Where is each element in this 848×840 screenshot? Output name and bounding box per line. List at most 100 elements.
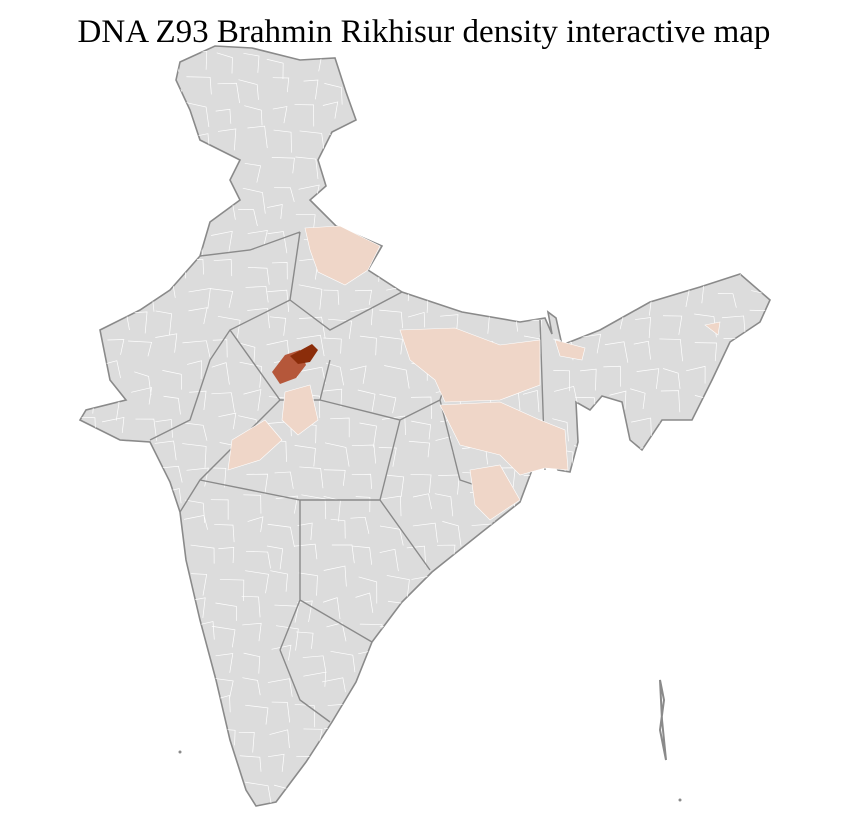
district-border xyxy=(211,625,236,648)
district-border xyxy=(355,592,374,613)
district-border xyxy=(324,813,342,832)
district-border xyxy=(80,239,89,259)
district-border xyxy=(552,418,569,442)
district-border xyxy=(80,781,98,801)
district-border xyxy=(637,202,662,223)
district-border xyxy=(771,315,793,335)
district-border xyxy=(103,498,118,520)
district-border xyxy=(80,466,100,487)
district-border xyxy=(692,46,711,65)
district-border xyxy=(154,104,178,128)
district-border xyxy=(217,758,234,777)
district-border xyxy=(637,728,654,743)
district-border xyxy=(297,522,313,540)
district-border xyxy=(355,496,371,513)
district-border xyxy=(162,734,188,757)
district-border xyxy=(745,391,762,407)
district-border xyxy=(634,317,651,338)
district-border xyxy=(186,467,209,487)
district-border xyxy=(743,101,767,120)
district-border xyxy=(101,157,123,177)
district-border xyxy=(218,780,240,806)
district-border xyxy=(154,188,179,213)
district-border xyxy=(266,58,284,79)
district-border xyxy=(103,103,124,121)
district-border xyxy=(435,682,455,706)
district-border xyxy=(274,604,299,623)
district-border xyxy=(438,163,461,189)
district-border xyxy=(686,629,711,645)
district-border xyxy=(576,153,596,170)
district-border xyxy=(80,367,92,388)
district-border xyxy=(714,57,733,82)
district-border xyxy=(691,449,711,473)
district-border xyxy=(99,84,124,105)
district-border xyxy=(215,108,232,124)
district-border xyxy=(609,416,625,441)
density-high-region[interactable] xyxy=(290,344,318,364)
district-border xyxy=(247,516,264,533)
district-border xyxy=(742,500,766,519)
district-border xyxy=(441,288,466,304)
district-border xyxy=(378,160,406,179)
district-border xyxy=(135,130,161,147)
district-border xyxy=(299,466,324,489)
district-border xyxy=(603,524,620,547)
district-border xyxy=(491,263,512,288)
district-border xyxy=(714,258,741,276)
district-border xyxy=(497,292,518,311)
district-border xyxy=(635,577,656,600)
district-border xyxy=(274,471,294,489)
district-border xyxy=(778,575,798,591)
district-border xyxy=(406,802,427,806)
district-border xyxy=(358,576,378,604)
district-border xyxy=(602,134,628,154)
district-border xyxy=(773,494,787,514)
district-border xyxy=(328,318,353,339)
district-border xyxy=(80,550,97,570)
district-border xyxy=(187,157,212,181)
district-border xyxy=(499,132,517,149)
district-border xyxy=(80,189,95,210)
district-border xyxy=(632,257,651,274)
district-border xyxy=(273,129,292,153)
district-border xyxy=(609,390,627,410)
district-border xyxy=(746,263,770,280)
density-low-regions[interactable] xyxy=(227,225,721,521)
district-border xyxy=(131,727,149,748)
district-border xyxy=(328,154,355,173)
district-border xyxy=(665,468,692,491)
district-border xyxy=(247,307,270,329)
district-border xyxy=(580,422,601,443)
district-border xyxy=(411,420,432,440)
district-border xyxy=(771,180,793,200)
district-border xyxy=(745,364,770,383)
district-border xyxy=(383,799,407,806)
district-border xyxy=(582,776,606,794)
district-border xyxy=(523,522,542,539)
district-border xyxy=(777,624,795,650)
district-border xyxy=(470,137,490,153)
district-border xyxy=(749,54,767,77)
district-border xyxy=(771,810,790,826)
district-border xyxy=(441,262,461,282)
district-border xyxy=(492,231,517,254)
district-border xyxy=(245,570,269,594)
district-border xyxy=(130,522,156,543)
district-border xyxy=(330,650,356,673)
district-border xyxy=(182,340,211,358)
district-border xyxy=(722,779,742,797)
district-border xyxy=(605,701,629,717)
district-border xyxy=(662,368,681,389)
district-border xyxy=(379,309,403,329)
district-border xyxy=(105,657,128,678)
district-border xyxy=(184,235,203,257)
district-border xyxy=(580,701,599,721)
district-border xyxy=(216,52,233,74)
district-border xyxy=(659,422,676,447)
india-outline[interactable] xyxy=(78,45,771,807)
district-border xyxy=(686,365,706,384)
district-border xyxy=(715,750,734,767)
district-border xyxy=(494,156,519,177)
